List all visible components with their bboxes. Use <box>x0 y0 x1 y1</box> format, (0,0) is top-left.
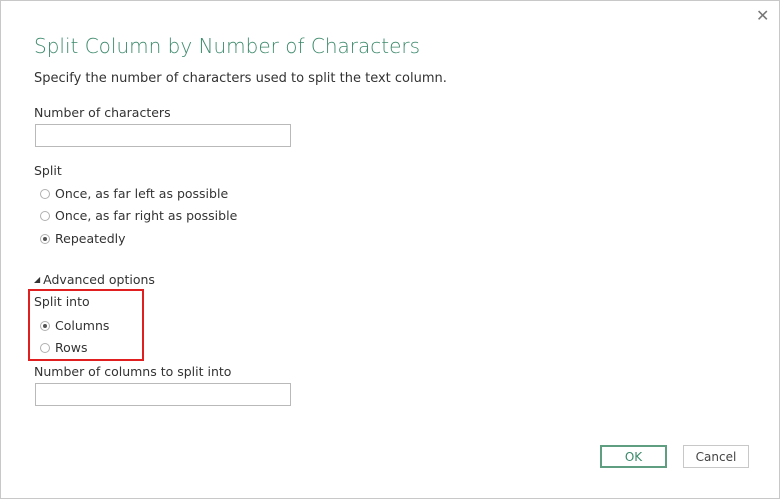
number-of-columns-input[interactable] <box>35 383 291 406</box>
radio-label: Rows <box>55 340 88 355</box>
radio-circle-selected[interactable] <box>40 320 50 331</box>
highlight-box <box>28 289 144 361</box>
advanced-options-label: Advanced options <box>43 272 155 287</box>
radio-circle[interactable] <box>40 210 50 221</box>
number-of-characters-label: Number of characters <box>34 105 171 120</box>
dialog-title: Split Column by Number of Characters <box>34 34 421 58</box>
radio-circle[interactable] <box>40 188 50 199</box>
radio-once-left[interactable]: Once, as far left as possible <box>40 186 228 201</box>
radio-label: Repeatedly <box>55 231 126 246</box>
radio-columns[interactable]: Columns <box>40 318 109 333</box>
radio-label: Once, as far right as possible <box>55 208 238 223</box>
radio-label: Once, as far left as possible <box>55 186 229 201</box>
collapse-triangle-icon: ◢ <box>34 275 41 284</box>
dialog-description: Specify the number of characters used to… <box>34 71 447 86</box>
radio-circle-selected[interactable] <box>40 233 50 244</box>
radio-circle[interactable] <box>40 342 50 353</box>
number-of-columns-label: Number of columns to split into <box>34 364 232 379</box>
radio-label: Columns <box>55 318 110 333</box>
cancel-button[interactable]: Cancel <box>683 445 749 468</box>
radio-repeatedly[interactable]: Repeatedly <box>40 231 126 246</box>
split-into-label: Split into <box>34 294 90 309</box>
advanced-options-toggle[interactable]: ◢ Advanced options <box>34 272 155 287</box>
close-icon[interactable]: ✕ <box>756 6 770 25</box>
radio-rows[interactable]: Rows <box>40 340 88 355</box>
radio-once-right[interactable]: Once, as far right as possible <box>40 208 237 223</box>
ok-button[interactable]: OK <box>600 445 667 468</box>
split-label: Split <box>34 163 62 178</box>
number-of-characters-input[interactable] <box>35 124 291 147</box>
